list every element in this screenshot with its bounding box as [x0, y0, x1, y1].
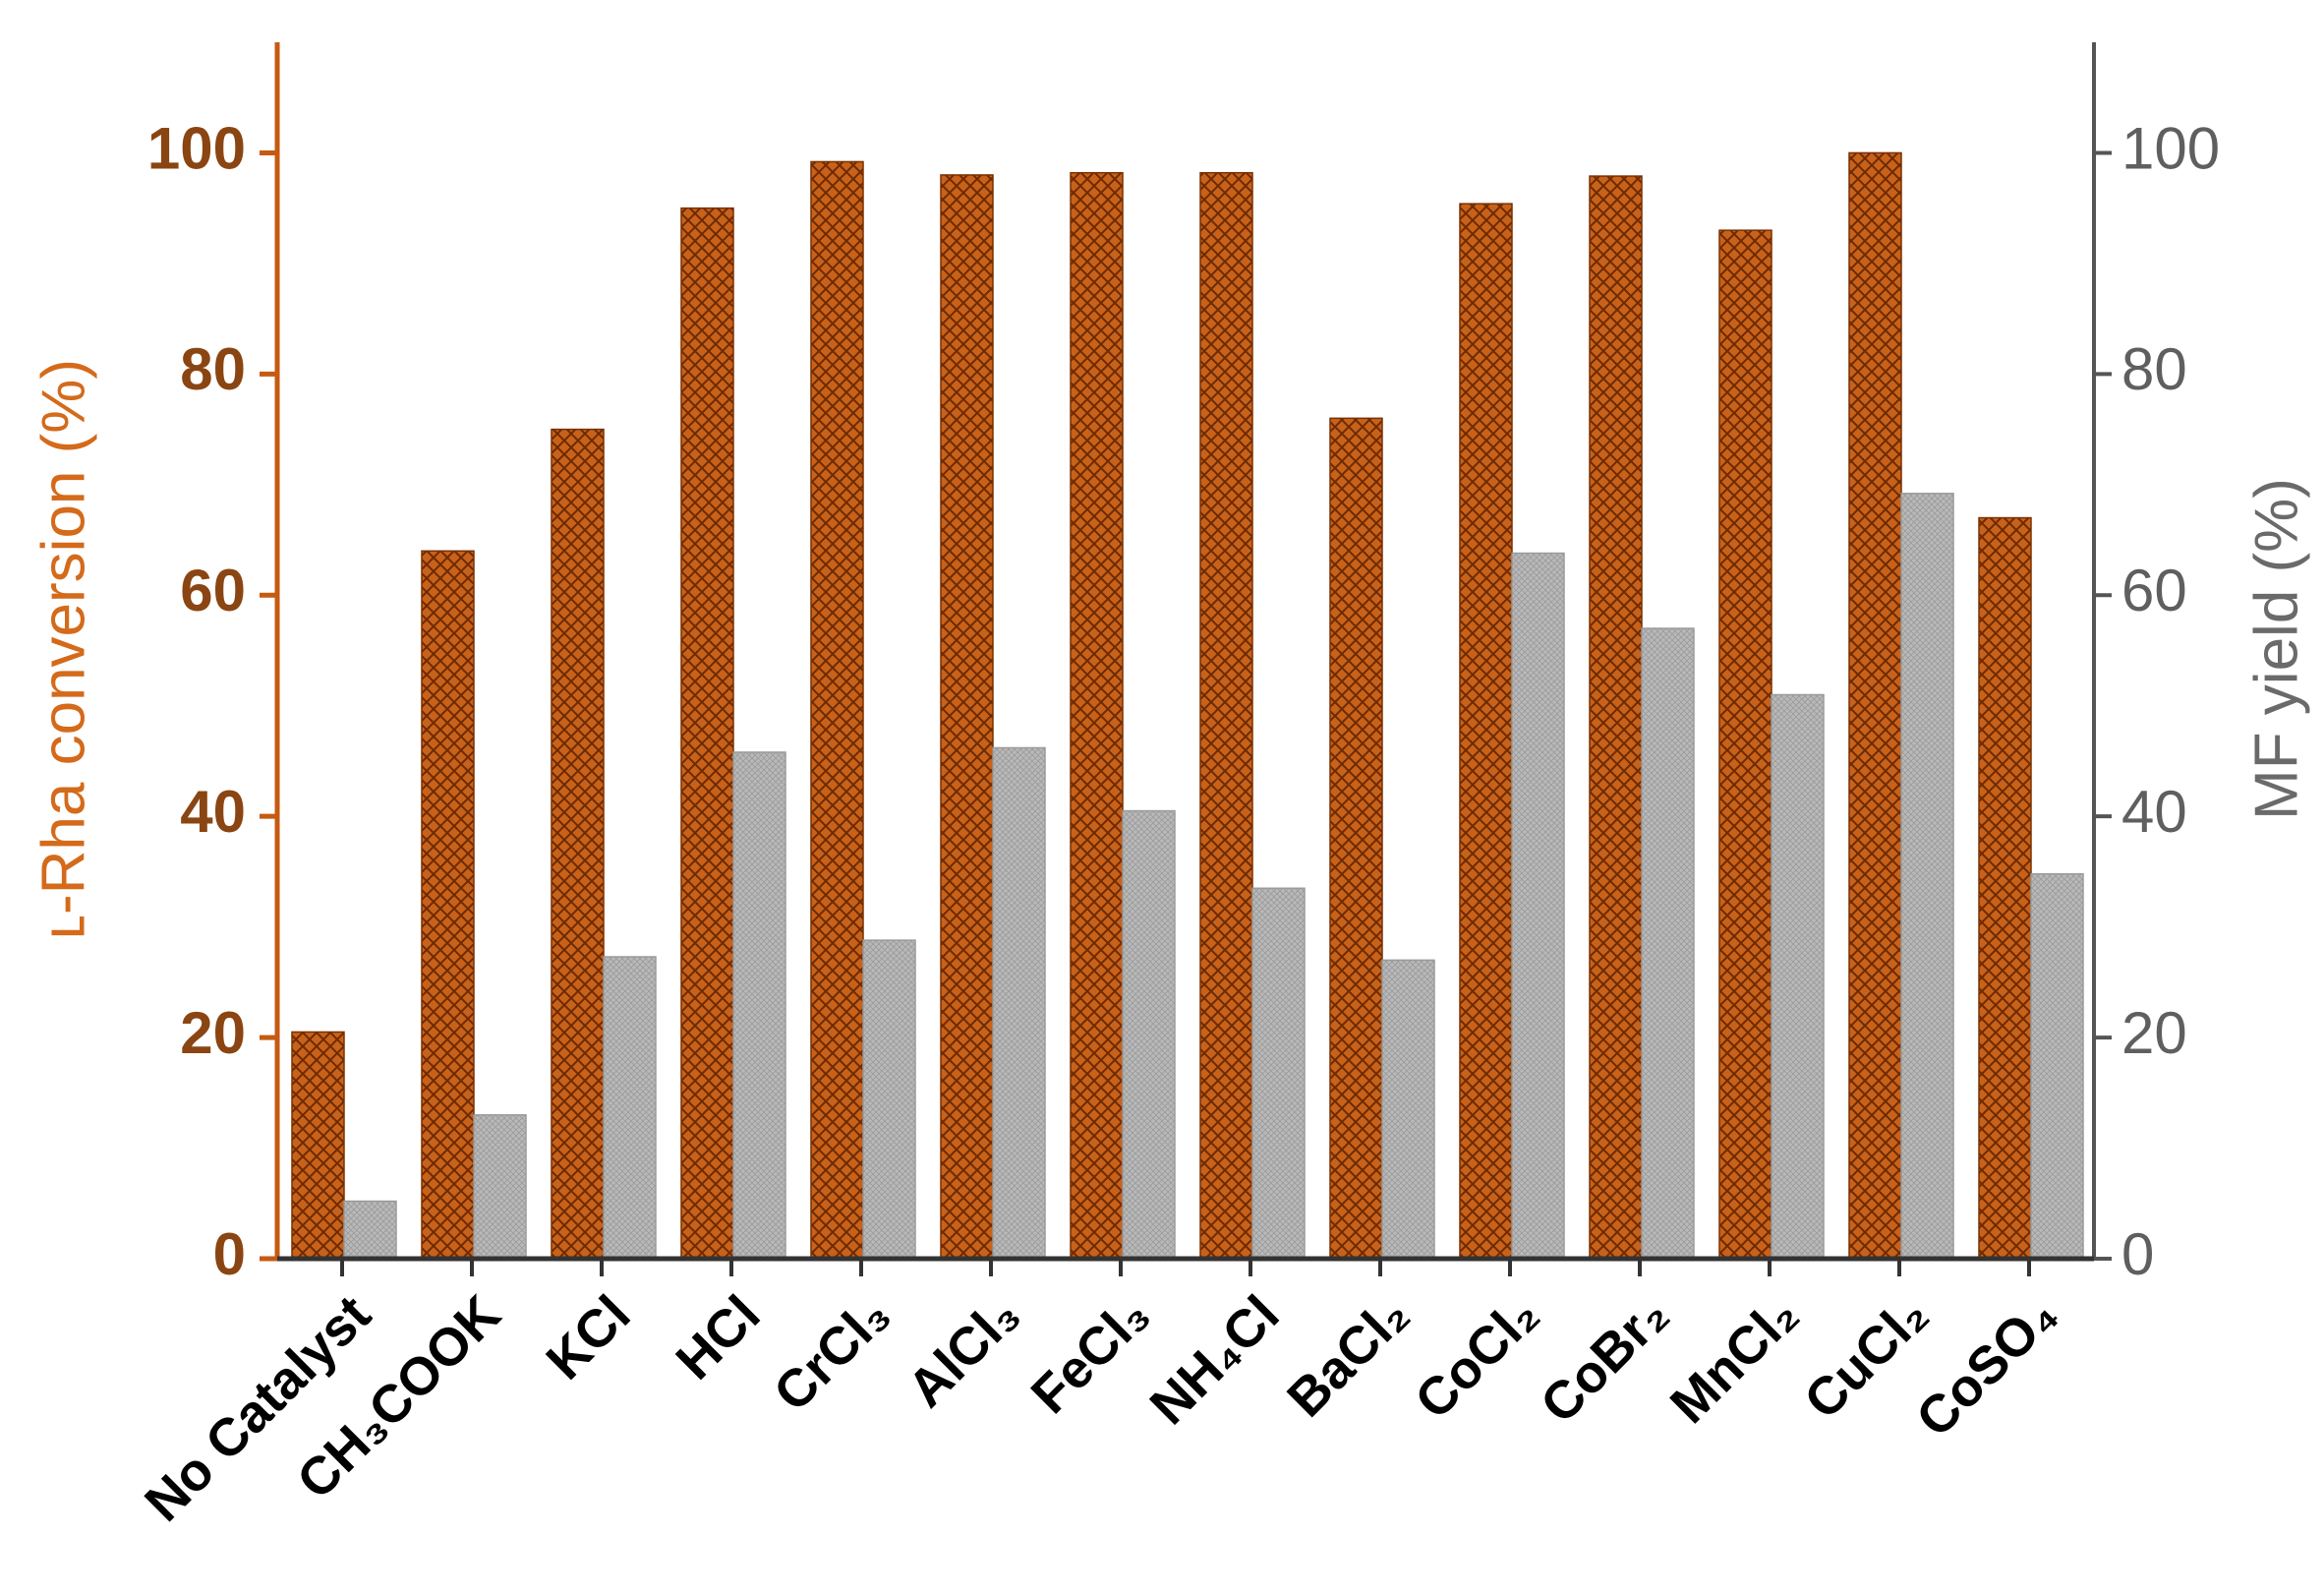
bar [992, 746, 1046, 1260]
bar [291, 1031, 345, 1260]
bar [603, 956, 657, 1260]
y-tick-label: 40 [180, 779, 246, 845]
bar [1251, 887, 1306, 1260]
y2-tick-label: 80 [2121, 336, 2187, 402]
bar [2030, 872, 2084, 1260]
bar [1122, 809, 1176, 1260]
x-tick-label: MnCl₂ [1659, 1284, 1810, 1435]
bar [1070, 171, 1124, 1260]
y-tick-label: 100 [147, 115, 246, 181]
y2-tick-label: 40 [2121, 779, 2187, 845]
x-tick-label: KCl [535, 1284, 641, 1390]
y2-tick-label: 100 [2121, 115, 2220, 181]
y-tick-label: 60 [180, 558, 246, 623]
bar [1589, 175, 1643, 1260]
x-tick-label: AlCl₃ [897, 1284, 1030, 1418]
bar [421, 550, 475, 1260]
bar [680, 207, 734, 1260]
y2-tick-label: 60 [2121, 558, 2187, 623]
x-tick-label: CoSO₄ [1905, 1284, 2069, 1448]
y2-axis-title: MF yield (%) [2242, 478, 2310, 820]
bar [551, 428, 605, 1260]
bar [862, 939, 916, 1260]
bar [1641, 627, 1695, 1260]
bar [1900, 493, 1954, 1260]
bar [1329, 417, 1383, 1260]
bar [343, 1200, 397, 1260]
y-tick-label: 0 [213, 1221, 246, 1287]
bar [732, 751, 786, 1260]
y2-tick-label: 20 [2121, 1000, 2187, 1066]
x-tick-label: FeCl₃ [1020, 1284, 1161, 1425]
x-tick-label: CrCl₃ [763, 1284, 901, 1423]
x-tick-label: NH₄Cl [1139, 1284, 1291, 1436]
x-tick-label: CoBr₂ [1530, 1284, 1680, 1435]
x-tick-label: HCl [665, 1284, 771, 1390]
bar [1511, 552, 1565, 1260]
bar [810, 160, 864, 1260]
bar [1978, 516, 2032, 1260]
bar [1381, 959, 1435, 1260]
y-tick-label: 20 [180, 1000, 246, 1066]
bar [1718, 229, 1772, 1260]
x-tick-label: BaCl₂ [1276, 1284, 1420, 1428]
bar [473, 1114, 527, 1260]
y-axis-title: ʟ-Rha conversion (%) [29, 359, 97, 939]
bar [940, 174, 994, 1260]
y2-tick-label: 0 [2121, 1221, 2154, 1287]
bar [1199, 171, 1253, 1260]
bar [1771, 693, 1825, 1260]
y-tick-label: 80 [180, 336, 246, 402]
bar [1459, 203, 1513, 1260]
x-tick-label: CoCl₂ [1404, 1284, 1549, 1430]
bar [1848, 151, 1902, 1260]
